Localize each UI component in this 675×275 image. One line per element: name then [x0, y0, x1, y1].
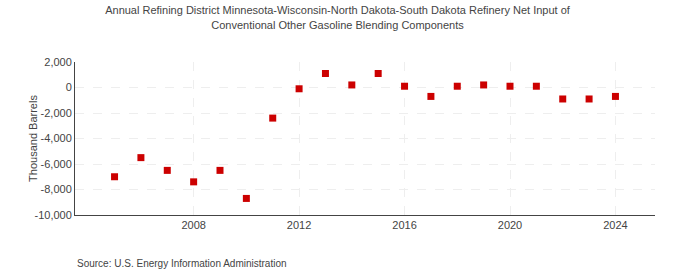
- svg-text:2020: 2020: [498, 219, 522, 231]
- svg-text:-6,000: -6,000: [41, 158, 72, 170]
- svg-text:2008: 2008: [181, 219, 205, 231]
- svg-text:-2,000: -2,000: [41, 107, 72, 119]
- svg-text:Thousand Barrels: Thousand Barrels: [27, 95, 39, 182]
- svg-text:-4,000: -4,000: [41, 132, 72, 144]
- svg-text:-8,000: -8,000: [41, 183, 72, 195]
- svg-text:Annual Refining District Minne: Annual Refining District Minnesota-Wisco…: [105, 4, 571, 30]
- svg-text:0: 0: [66, 81, 72, 93]
- svg-text:2016: 2016: [392, 219, 416, 231]
- svg-text:Source: U.S. Energy Informatio: Source: U.S. Energy Information Administ…: [77, 258, 287, 269]
- svg-text:-10,000: -10,000: [34, 209, 71, 221]
- svg-text:2012: 2012: [287, 219, 311, 231]
- svg-text:2,000: 2,000: [44, 56, 72, 68]
- svg-text:2024: 2024: [603, 219, 627, 231]
